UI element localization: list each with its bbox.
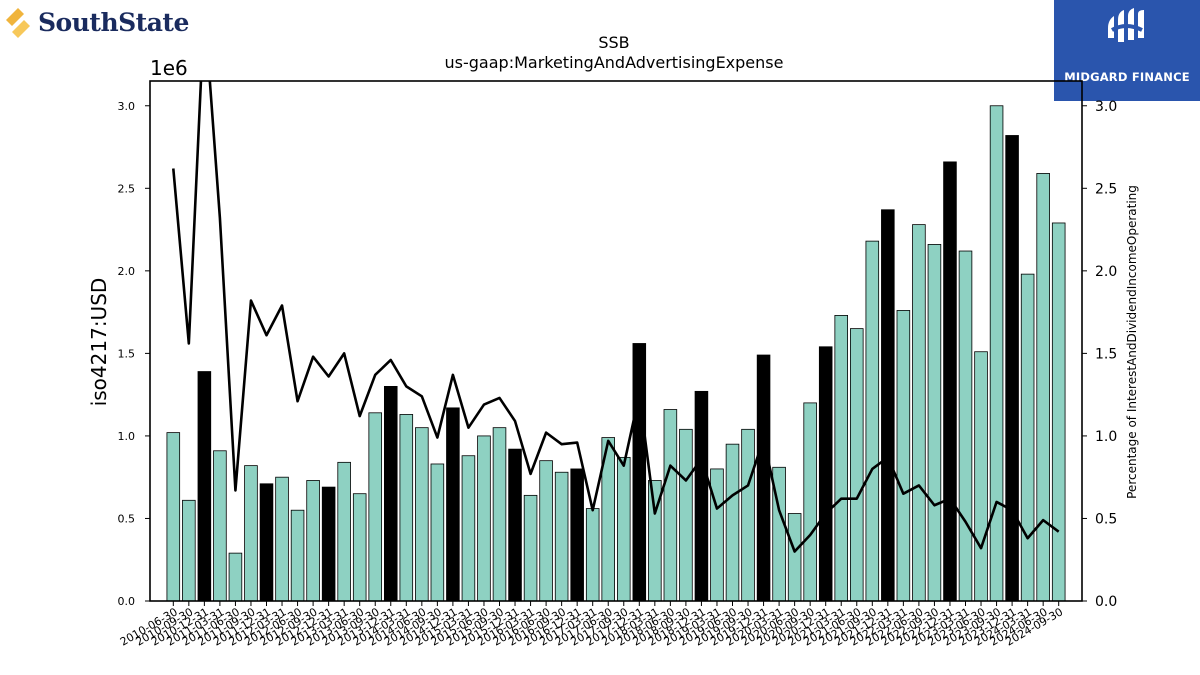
y2-tick-label: 2.5 [1095, 181, 1117, 197]
bar-2016-09-30 [554, 471, 569, 601]
bar-2021-06-30 [850, 328, 864, 601]
bar-2018-09-30 [679, 428, 693, 601]
bar-2014-06-30 [415, 427, 429, 601]
y2-tick-label: 2.0 [1095, 264, 1117, 280]
bar-2017-03-31 [585, 508, 600, 601]
y-tick-label: 2.0 [118, 265, 136, 278]
y-tick-label: 0.5 [118, 512, 136, 525]
chart-title: SSB [598, 33, 629, 52]
bar-2012-06-30 [290, 509, 305, 601]
bar-2023-06-30 [974, 351, 988, 601]
bar-2011-09-30 [244, 465, 258, 601]
bar-2016-03-31 [523, 494, 538, 601]
y2-tick-label: 0.0 [1095, 594, 1117, 610]
bar-2024-03-31 [1020, 273, 1035, 601]
midgard-finance-logo: MIDGARD FINANCE [1054, 0, 1200, 101]
bar-2017-12-31 [632, 343, 647, 601]
y-tick-label: 0.0 [118, 595, 136, 608]
bar-2019-03-31 [710, 468, 724, 601]
chart-subtitle: us-gaap:MarketingAndAdvertisingExpense [445, 53, 784, 72]
bar-series [166, 105, 1066, 601]
bar-2019-12-31 [756, 354, 771, 601]
bar-2022-09-30 [927, 244, 942, 601]
bar-2018-06-30 [663, 409, 678, 601]
bar-2017-09-30 [617, 456, 631, 601]
bar-2020-12-31 [818, 346, 833, 601]
southstate-logo: SouthState [4, 4, 204, 44]
y-tick-label: 1.0 [118, 430, 136, 443]
percentage-line [172, 81, 1060, 553]
bar-2013-03-31 [337, 461, 351, 601]
bar-2022-03-31 [896, 310, 911, 601]
y-tick-label: 1.5 [118, 347, 136, 360]
line-series [172, 81, 1060, 553]
bar-2011-06-30 [228, 552, 243, 601]
bar-2018-12-31 [694, 390, 709, 601]
bar-2023-09-30 [989, 105, 1004, 601]
bar-2014-03-31 [399, 414, 414, 601]
bar-2013-09-30 [368, 412, 382, 601]
bar-2012-09-30 [306, 480, 320, 601]
x-axis: 2010-06-302010-09-302010-12-312011-03-31… [118, 601, 1065, 649]
bar-2014-09-30 [430, 463, 445, 601]
bar-2010-12-31 [197, 371, 212, 601]
bar-2016-12-31 [570, 468, 584, 601]
bar-2013-12-31 [383, 385, 398, 601]
midgard-mark-icon [1108, 8, 1144, 42]
southstate-mark-icon [6, 8, 30, 38]
y-axis: 0.0 0.5 1.0 1.5 2.0 2.5 3.0 [118, 100, 150, 608]
bar-2021-03-31 [834, 315, 848, 601]
plot-border [149, 80, 1083, 602]
bar-2012-03-31 [275, 476, 289, 601]
y-tick-label: 3.0 [118, 100, 136, 113]
bar-2021-09-30 [865, 240, 880, 601]
bar-2014-12-31 [446, 407, 460, 601]
bar-2024-06-30 [1036, 173, 1050, 601]
bar-2023-03-31 [958, 250, 973, 601]
bar-2015-06-30 [477, 435, 491, 601]
y2-axis: 0.0 0.5 1.0 1.5 2.0 2.5 3.0 [1082, 99, 1117, 610]
y-tick-label: 2.5 [118, 182, 136, 195]
bar-2019-09-30 [741, 428, 755, 601]
y2-tick-label: 0.5 [1095, 511, 1117, 527]
y-axis-offset-label: 1e6 [150, 56, 188, 80]
bar-2021-12-31 [881, 209, 895, 601]
y-axis-label: iso4217:USD [87, 278, 111, 407]
bar-2015-03-31 [461, 455, 476, 601]
bar-2024-09-30 [1051, 222, 1066, 601]
bar-2020-09-30 [803, 402, 817, 601]
y2-tick-label: 1.5 [1095, 346, 1117, 362]
bar-2023-12-31 [1005, 135, 1019, 601]
midgard-logo-text: MIDGARD FINANCE [1064, 70, 1190, 84]
y2-tick-label: 1.0 [1095, 429, 1117, 445]
plot-frame [149, 80, 1083, 602]
bar-2015-12-31 [508, 448, 522, 601]
bar-2019-06-30 [725, 443, 740, 601]
bar-2022-06-30 [912, 224, 926, 601]
bar-2015-09-30 [492, 427, 507, 601]
y2-axis-label: Percentage of InterestAndDividendIncomeO… [1125, 185, 1139, 499]
y2-tick-label: 3.0 [1095, 99, 1117, 115]
bar-2010-09-30 [182, 499, 196, 601]
bar-2022-12-31 [943, 161, 957, 601]
bar-2011-03-31 [213, 450, 227, 601]
bar-2010-06-30 [166, 432, 181, 601]
bar-2011-12-31 [259, 483, 274, 601]
bar-2013-06-30 [352, 493, 367, 601]
bar-2016-06-30 [539, 460, 553, 601]
bar-2017-06-30 [601, 437, 615, 601]
bar-2012-12-31 [321, 486, 336, 601]
bar-2020-06-30 [787, 513, 802, 601]
southstate-logo-text: SouthState [38, 8, 189, 37]
